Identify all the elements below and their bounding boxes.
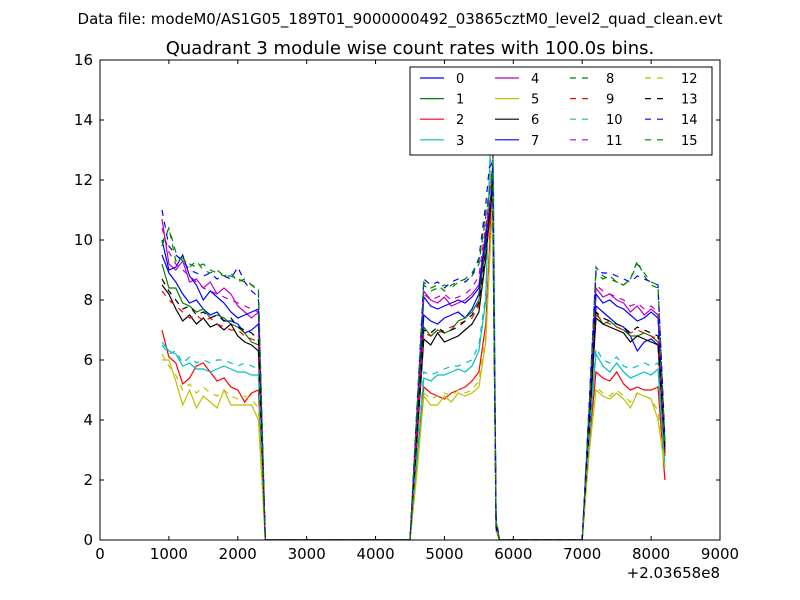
legend-label: 14 bbox=[681, 113, 698, 128]
series-line-12 bbox=[161, 194, 666, 540]
chart-title: Quadrant 3 module wise count rates with … bbox=[166, 38, 655, 59]
series-line-8 bbox=[161, 167, 666, 540]
legend-label: 4 bbox=[531, 72, 539, 87]
y-tick-label: 2 bbox=[83, 471, 93, 489]
y-tick-label: 14 bbox=[74, 111, 93, 129]
legend-label: 0 bbox=[456, 72, 464, 87]
series-line-2 bbox=[161, 161, 666, 540]
legend-label: 5 bbox=[531, 93, 539, 108]
x-tick-label: 1000 bbox=[150, 545, 188, 563]
x-tick-label: 5000 bbox=[425, 545, 463, 563]
series-line-10 bbox=[161, 95, 666, 540]
series-layer bbox=[161, 83, 666, 540]
x-tick-label: 0 bbox=[95, 545, 105, 563]
legend-label: 13 bbox=[681, 93, 698, 108]
x-tick-label: 8000 bbox=[632, 545, 670, 563]
legend-label: 15 bbox=[681, 134, 698, 149]
x-tick-label: 3000 bbox=[288, 545, 326, 563]
series-line-14 bbox=[161, 159, 666, 540]
series-line-7 bbox=[161, 179, 666, 540]
series-line-6 bbox=[161, 188, 666, 540]
series-line-13 bbox=[161, 182, 666, 540]
legend-label: 6 bbox=[531, 113, 539, 128]
y-tick-label: 0 bbox=[83, 531, 93, 549]
legend-label: 2 bbox=[456, 113, 464, 128]
series-line-5 bbox=[162, 200, 666, 540]
y-tick-label: 4 bbox=[83, 411, 93, 429]
legend-label: 8 bbox=[606, 72, 614, 87]
legend-label: 3 bbox=[456, 134, 464, 149]
x-tick-label: 6000 bbox=[494, 545, 532, 563]
series-line-9 bbox=[161, 152, 666, 540]
plot-frame bbox=[99, 59, 721, 541]
legend-label: 11 bbox=[606, 134, 623, 149]
x-tick-label: 4000 bbox=[356, 545, 394, 563]
legend-label: 1 bbox=[456, 93, 464, 108]
x-tick-label: 9000 bbox=[701, 545, 739, 563]
series-line-4 bbox=[161, 202, 666, 540]
chart-suptitle: Data file: modeM0/AS1G05_189T01_90000004… bbox=[78, 10, 723, 29]
y-tick-label: 10 bbox=[74, 231, 93, 249]
y-tick-label: 8 bbox=[83, 291, 93, 309]
axis-ticks: 0 1000 2000 3000 4000 5000 6000 7000 8000 9000 0 2 4… bbox=[74, 51, 739, 563]
series-line-3 bbox=[161, 83, 666, 540]
legend-label: 12 bbox=[681, 72, 698, 87]
x-tick-label: 7000 bbox=[563, 545, 601, 563]
series-line-15 bbox=[161, 164, 666, 540]
legend-label: 10 bbox=[606, 113, 623, 128]
x-tick-label: 2000 bbox=[219, 545, 257, 563]
y-tick-label: 12 bbox=[74, 171, 93, 189]
series-line-11 bbox=[161, 199, 666, 540]
y-tick-label: 16 bbox=[74, 51, 93, 69]
legend-label: 7 bbox=[531, 134, 539, 149]
legend-label: 9 bbox=[606, 93, 614, 108]
y-tick-label: 6 bbox=[83, 351, 93, 369]
x-offset-label: +2.03658e8 bbox=[627, 564, 720, 582]
